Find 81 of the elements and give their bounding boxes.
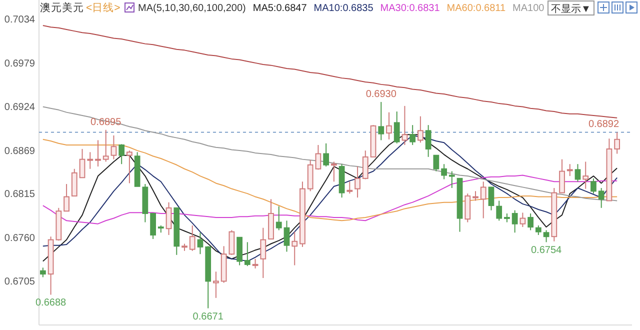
candlestick — [189, 224, 196, 252]
annotation: 不显示▼ — [551, 4, 591, 15]
candlestick — [543, 230, 550, 243]
legend-title: MA(5,10,30,60,100,200) — [138, 3, 246, 14]
candlestick — [480, 181, 486, 219]
candlestick — [386, 112, 392, 140]
candlestick — [346, 181, 353, 194]
candlestick — [213, 271, 219, 298]
candlestick — [418, 116, 424, 144]
candlestick — [236, 236, 242, 266]
candlestick — [472, 190, 478, 202]
candlestick — [150, 212, 156, 240]
text: MA5:0.6847 — [252, 3, 308, 14]
candlestick — [126, 150, 132, 184]
candlestick — [244, 242, 250, 267]
annotation: 0.6892 — [588, 119, 620, 130]
candlestick — [488, 186, 494, 211]
candlestick — [315, 144, 322, 170]
annotation: 0.6688 — [36, 298, 67, 309]
candlestick — [228, 230, 235, 256]
chart-title: 澳元美元 — [40, 2, 84, 14]
candlestick — [512, 210, 518, 234]
candlestick — [425, 124, 432, 158]
candlestick — [441, 164, 447, 180]
candlestick — [118, 144, 125, 165]
annotation: 0.6671 — [192, 311, 224, 322]
candlestick — [64, 184, 70, 212]
candlestick — [292, 231, 298, 266]
chart-subtitle: <日线> — [86, 1, 120, 14]
candlestick — [166, 202, 172, 236]
y-tick-label: 0.6924 — [4, 102, 36, 114]
y-tick-label: 0.6815 — [4, 189, 36, 200]
line-series — [42, 138, 618, 222]
candlestick — [71, 168, 78, 196]
candlestick — [574, 164, 581, 182]
candlestick — [307, 160, 314, 192]
candlestick — [566, 164, 573, 177]
candlestick — [95, 140, 101, 167]
y-tick-label: 0.6979 — [4, 58, 36, 70]
candlestick — [378, 101, 384, 141]
annotation: 0.6930 — [366, 88, 397, 100]
candlestick — [330, 161, 337, 182]
candlestick — [402, 105, 408, 146]
text: MA30:0.6831 — [380, 3, 440, 14]
candlestick — [535, 224, 542, 236]
candlestick — [87, 152, 94, 170]
candlestick — [197, 232, 204, 255]
candlestick — [496, 200, 502, 222]
candlestick — [79, 148, 86, 178]
candlestick — [433, 154, 440, 172]
candlestick — [252, 258, 258, 269]
annotation: 0.6754 — [530, 245, 562, 256]
y-tick-label: 0.7034 — [4, 14, 36, 26]
candlestick — [528, 212, 534, 231]
line-series — [42, 24, 618, 118]
text: MA10:0.6835 — [314, 3, 374, 14]
candlestick — [614, 132, 620, 154]
candlestick — [448, 170, 455, 188]
candlestick — [354, 166, 360, 198]
line-series — [42, 106, 618, 202]
y-tick-label: 0.6760 — [4, 232, 36, 244]
candlestick — [464, 193, 471, 223]
candlestick — [559, 158, 565, 194]
candlestick — [590, 178, 596, 194]
candlestick — [582, 161, 589, 190]
candlestick — [362, 150, 368, 180]
text: MA60:0.6811 — [446, 3, 506, 14]
y-tick-label: 0.6705 — [4, 276, 36, 288]
candlestick — [276, 206, 282, 231]
candlestick — [260, 227, 266, 278]
candlestick — [410, 124, 416, 146]
candlestick — [520, 212, 526, 228]
y-tick-label: 0.6869 — [4, 146, 36, 158]
candlestick — [110, 134, 117, 160]
candlestick — [323, 142, 330, 167]
legend-label: MA100 — [512, 3, 545, 14]
candlestick — [284, 220, 290, 252]
candlestick — [40, 267, 46, 278]
candlestick — [394, 111, 400, 144]
candlestick — [598, 187, 604, 208]
candlestick — [102, 129, 109, 162]
